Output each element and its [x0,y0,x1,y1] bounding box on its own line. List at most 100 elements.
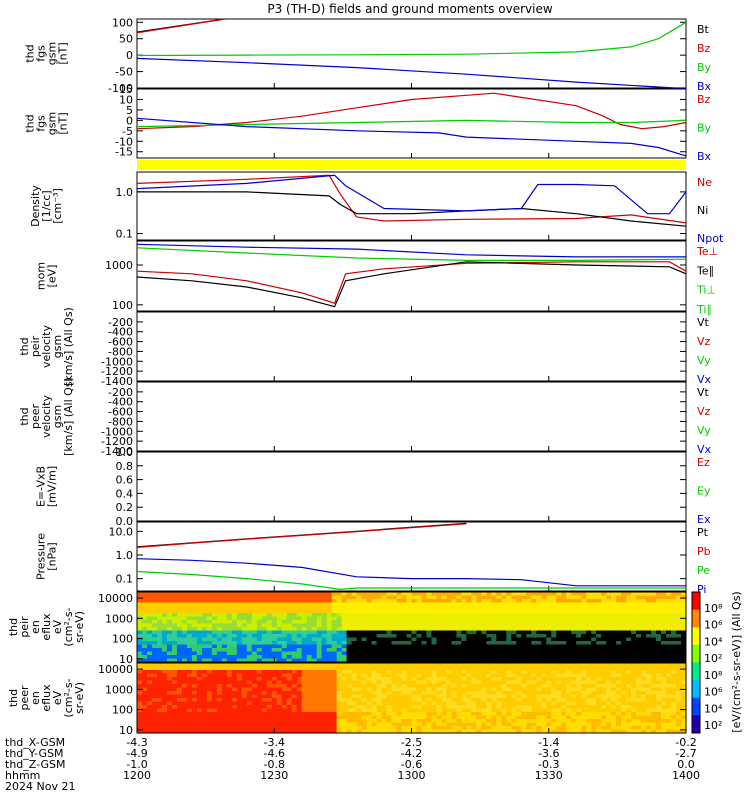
heatmap-cell [401,708,407,713]
heatmap-cell [551,677,557,681]
y-tick-label: -15 [115,146,133,159]
heatmap-cell [626,691,632,695]
heatmap-cell [186,613,193,617]
heatmap-cell [551,592,557,596]
heatmap-cell [536,620,542,624]
heatmap-cell [491,680,497,685]
heatmap-cell [446,698,452,702]
heatmap-cell [286,663,293,667]
heatmap-cell [531,592,537,596]
heatmap-cell [251,677,258,681]
heatmap-cell [266,648,273,652]
heatmap-cell [226,705,233,709]
heatmap-cell [221,677,228,681]
y-tick-label: 1000 [105,612,133,625]
heatmap-cell [681,719,687,723]
heatmap-cell [296,673,303,678]
heatmap-cell [466,691,472,695]
heatmap-cell [431,677,437,681]
y-axis-label: eV [51,619,64,634]
heatmap-cell [546,599,552,603]
heatmap-cell [416,623,422,628]
panel-frame [136,171,687,241]
heatmap-cell [531,673,537,678]
heatmap-cell [551,705,557,709]
heatmap-cell [601,634,607,638]
heatmap-cell [471,648,477,652]
heatmap-cell [406,599,412,603]
heatmap-cell [551,726,557,730]
heatmap-cell [551,729,557,734]
heatmap-cell [631,666,637,671]
heatmap-cell [656,592,662,596]
heatmap-cell [137,719,143,723]
heatmap-cell [406,644,412,649]
heatmap-cell [526,623,532,628]
heatmap-cell [386,637,392,642]
heatmap-cell [236,599,243,603]
heatmap-cell [431,715,437,720]
heatmap-cell [531,623,537,628]
heatmap-cell [556,655,562,659]
heatmap-cell [641,620,647,624]
heatmap-cell [566,595,572,600]
heatmap-cell [631,634,637,638]
heatmap-cell [586,602,592,607]
heatmap-cell [346,708,353,713]
heatmap-cell [386,606,392,610]
heatmap-cell [486,644,492,649]
heatmap-cell [501,620,507,624]
axis-row-value: -0.6 [401,758,422,771]
heatmap-cell [376,623,382,628]
heatmap-cell [376,719,382,723]
heatmap-cell [516,691,522,695]
heatmap-cell [361,677,367,681]
heatmap-cell [601,666,607,671]
colorbar-segment [692,673,700,678]
heatmap-cell [471,634,477,638]
heatmap-cell [526,694,532,699]
heatmap-cell [456,592,462,596]
heatmap-cell [366,694,372,699]
heatmap-cell [261,677,268,681]
heatmap-cell [476,609,482,614]
heatmap-cell [441,670,447,674]
heatmap-cell [246,670,253,674]
heatmap-cell [221,634,228,638]
heatmap-cell [511,726,517,730]
heatmap-cell [366,609,372,614]
heatmap-cell [241,648,248,652]
heatmap-cell [671,729,677,734]
heatmap-cell [471,595,477,600]
heatmap-cell [391,673,397,678]
heatmap-cell [441,658,447,663]
heatmap-cell [291,616,298,621]
heatmap-cell [506,705,512,709]
heatmap-cell [146,595,153,600]
heatmap-cell [216,606,223,610]
heatmap-cell [636,729,642,734]
heatmap-cell [236,705,243,709]
heatmap-cell [636,694,642,699]
heatmap-cell [646,641,652,645]
heatmap-cell [416,627,422,631]
heatmap-cell [576,620,582,624]
heatmap-cell [671,595,677,600]
heatmap-cell [181,627,188,631]
axis-row-value: -4.3 [126,736,147,749]
heatmap-cell [551,595,557,600]
heatmap-cell [156,634,163,638]
heatmap-cell [271,609,278,614]
heatmap-cell [481,708,487,713]
heatmap-cell [586,630,592,635]
heatmap-cell [481,606,487,610]
heatmap-cell [211,616,218,621]
heatmap-cell [366,648,372,652]
heatmap-cell [151,613,158,617]
heatmap-cell [251,655,258,659]
heatmap-cell [561,599,567,603]
heatmap-cell [191,708,198,713]
heatmap-cell [501,715,507,720]
heatmap-cell [381,705,387,709]
heatmap-cell [346,620,353,624]
